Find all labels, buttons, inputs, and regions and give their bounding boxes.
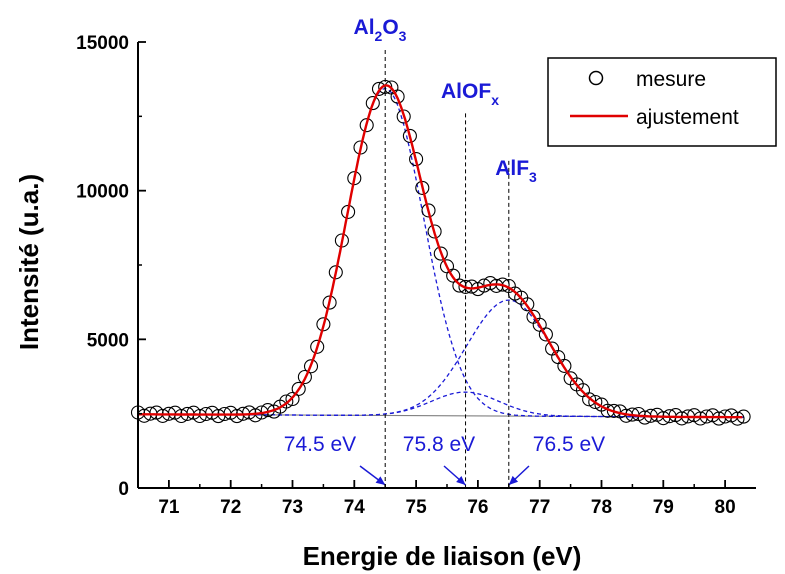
legend: mesure ajustement bbox=[547, 57, 777, 147]
x-axis-title: Energie de liaison (eV) bbox=[303, 541, 582, 571]
x-tick-label: 72 bbox=[220, 497, 241, 518]
measure-point bbox=[303, 359, 319, 374]
measure-point bbox=[365, 96, 380, 111]
measure-point bbox=[427, 224, 442, 239]
y-axis-title: Intensité (u.a.) bbox=[14, 174, 44, 350]
fit-curve bbox=[138, 84, 743, 419]
x-tick-label: 71 bbox=[158, 497, 180, 518]
x-tick-label: 74 bbox=[344, 497, 366, 518]
x-tick-label: 73 bbox=[282, 497, 303, 518]
measure-point bbox=[730, 411, 745, 426]
measure-point bbox=[538, 327, 553, 342]
measure-point bbox=[588, 394, 603, 410]
measure-point bbox=[402, 128, 417, 143]
y-tick-label: 15000 bbox=[76, 33, 129, 54]
x-tick-label: 79 bbox=[653, 497, 674, 518]
measure-point bbox=[242, 405, 257, 420]
measure-point bbox=[396, 109, 411, 124]
measure-point bbox=[285, 391, 300, 407]
measure-point bbox=[291, 381, 306, 396]
y-tick-label: 0 bbox=[118, 479, 129, 500]
measure-point bbox=[328, 265, 343, 280]
legend-box bbox=[547, 57, 777, 147]
measure-point bbox=[520, 297, 535, 312]
x-tick-label: 76 bbox=[467, 497, 488, 518]
measure-point bbox=[297, 369, 312, 385]
legend-measure-label: mesure bbox=[636, 68, 706, 91]
measure-point bbox=[557, 358, 572, 373]
measure-point bbox=[316, 317, 331, 332]
y-tick-label: 10000 bbox=[76, 182, 129, 203]
legend-measure-marker bbox=[588, 70, 604, 86]
measure-point bbox=[421, 203, 436, 218]
y-tick-label: 5000 bbox=[87, 330, 129, 351]
measure-point bbox=[390, 89, 405, 104]
plot-layer: Al2O3 AlOFx AlF3 74.5 eV 75.8 eV 76.5 eV bbox=[130, 16, 751, 488]
peak-label-3: AlF3 bbox=[495, 157, 537, 185]
axes-layer: 71 72 73 74 75 76 77 78 79 80 0 5000 10000 15000 bbox=[76, 33, 756, 518]
measure-point bbox=[582, 392, 597, 407]
measure-point bbox=[279, 394, 294, 409]
component-peak-3 bbox=[138, 299, 744, 418]
measure-point bbox=[433, 246, 448, 261]
x-tick-label: 78 bbox=[591, 497, 612, 518]
energy-label-3: 76.5 eV bbox=[533, 433, 605, 456]
energy-arrowhead-1 bbox=[375, 476, 386, 485]
x-tick-label: 80 bbox=[715, 497, 736, 518]
measure-point bbox=[446, 268, 461, 283]
peak-label-1: Al2O3 bbox=[354, 16, 407, 44]
measure-point bbox=[310, 339, 325, 354]
x-tick-label: 75 bbox=[406, 497, 428, 518]
measure-point bbox=[452, 278, 467, 293]
energy-arrowhead-2 bbox=[456, 476, 466, 485]
energy-label-2: 75.8 eV bbox=[403, 433, 475, 456]
energy-label-1: 74.5 eV bbox=[284, 433, 356, 456]
energy-arrowhead-3 bbox=[508, 475, 519, 485]
x-tick-label: 77 bbox=[529, 497, 550, 518]
measure-point bbox=[606, 403, 621, 418]
legend-fit-label: ajustement bbox=[636, 106, 739, 129]
measure-point bbox=[359, 118, 374, 133]
peak-label-2: AlOFx bbox=[441, 80, 499, 108]
